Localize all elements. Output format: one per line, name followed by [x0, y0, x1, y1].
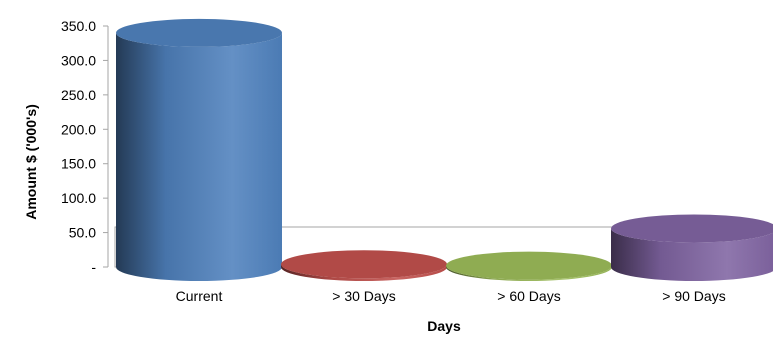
- x-axis: Current > 30 Days > 60 Days > 90 Days: [176, 288, 726, 304]
- y-tick-label: 100.0: [61, 190, 96, 206]
- bar-top: [446, 251, 612, 280]
- bar-top: [281, 250, 447, 279]
- x-tick-label: > 30 Days: [332, 288, 395, 304]
- bar-top: [611, 214, 773, 243]
- bars: [116, 18, 773, 281]
- y-axis-title: Amount $ ('000's): [23, 104, 39, 220]
- y-tick-label: 250.0: [61, 87, 96, 103]
- y-tick-label: 200.0: [61, 121, 96, 137]
- y-tick-label: 50.0: [69, 225, 96, 241]
- y-tick-label: 350.0: [61, 18, 96, 34]
- x-axis-title: Days: [427, 318, 461, 334]
- x-tick-label: > 60 Days: [497, 288, 560, 304]
- bar: [446, 251, 612, 281]
- bar-body: [611, 228, 773, 281]
- x-tick-label: Current: [176, 288, 223, 304]
- y-tick-label: 300.0: [61, 52, 96, 68]
- bar-top: [116, 18, 282, 47]
- y-tick-label: -: [91, 259, 96, 275]
- y-axis: - 50.0 100.0 150.0 200.0 250.0 300.0 350.0: [61, 18, 108, 275]
- y-tick-label: 150.0: [61, 156, 96, 172]
- bar: [281, 250, 447, 281]
- bar-body: [281, 264, 447, 281]
- bar: [611, 214, 773, 281]
- x-tick-label: > 90 Days: [662, 288, 725, 304]
- bar: [116, 18, 282, 281]
- bar-body: [116, 32, 282, 281]
